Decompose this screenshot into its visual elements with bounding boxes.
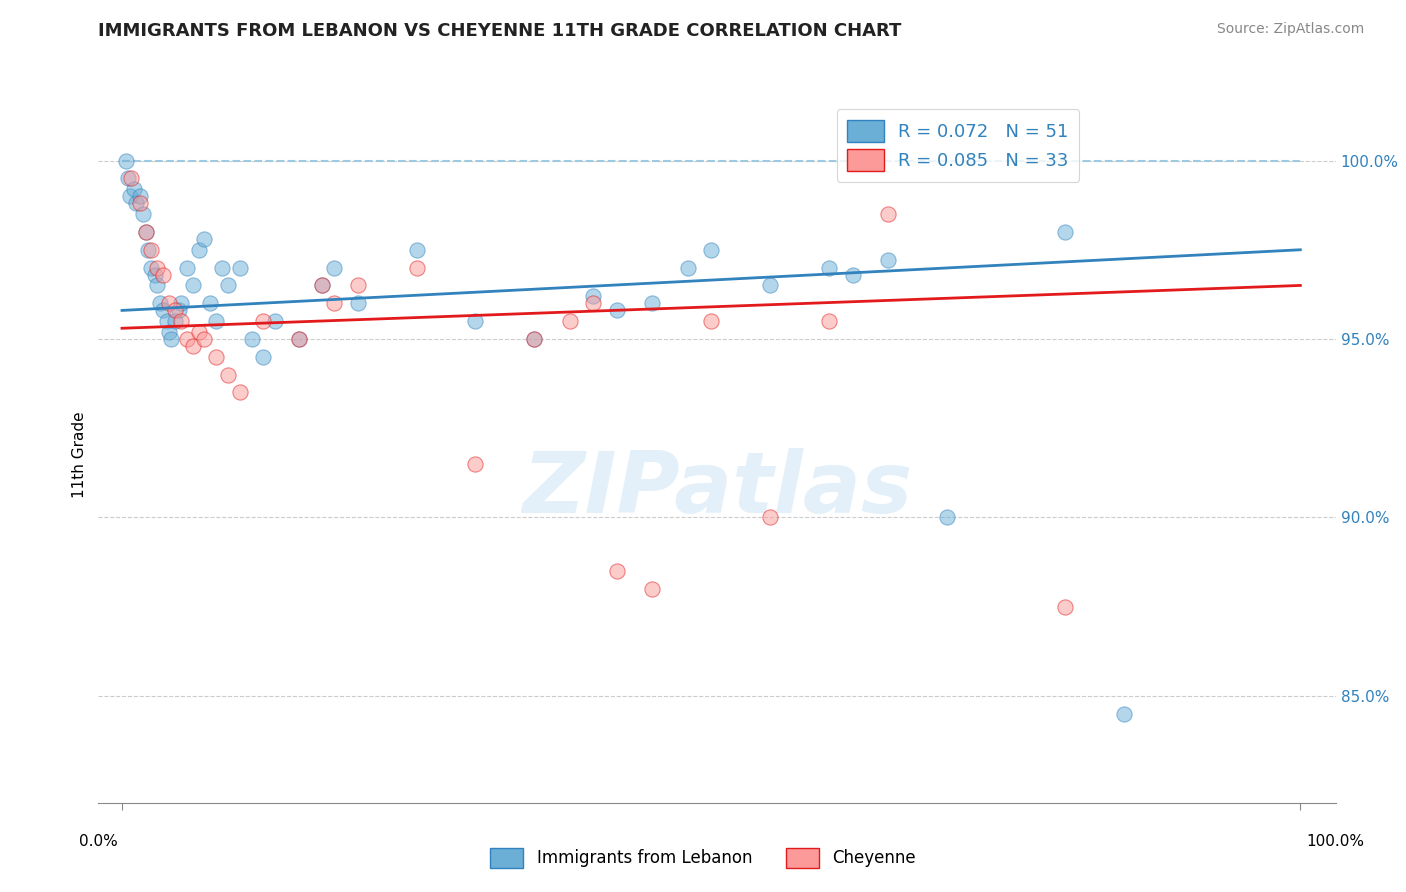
Point bbox=[229, 385, 252, 400]
Point bbox=[120, 189, 142, 203]
Point bbox=[149, 296, 172, 310]
Point bbox=[193, 332, 215, 346]
Point bbox=[187, 325, 209, 339]
Point bbox=[163, 303, 186, 318]
Text: 0.0%: 0.0% bbox=[79, 834, 118, 849]
Point bbox=[346, 296, 368, 310]
Point bbox=[141, 243, 163, 257]
Point bbox=[252, 314, 274, 328]
Point bbox=[160, 332, 183, 346]
Point bbox=[141, 260, 163, 275]
Point bbox=[606, 564, 628, 578]
Point bbox=[167, 303, 190, 318]
Point bbox=[1112, 706, 1135, 721]
Point bbox=[152, 268, 174, 282]
Point bbox=[136, 243, 159, 257]
Text: IMMIGRANTS FROM LEBANON VS CHEYENNE 11TH GRADE CORRELATION CHART: IMMIGRANTS FROM LEBANON VS CHEYENNE 11TH… bbox=[98, 22, 901, 40]
Point bbox=[132, 207, 155, 221]
Point bbox=[264, 314, 287, 328]
Point bbox=[200, 296, 222, 310]
Point bbox=[217, 278, 239, 293]
Point bbox=[641, 582, 664, 596]
Point bbox=[146, 278, 169, 293]
Point bbox=[464, 314, 486, 328]
Point bbox=[176, 332, 198, 346]
Point bbox=[125, 196, 148, 211]
Point bbox=[156, 314, 179, 328]
Point bbox=[205, 314, 228, 328]
Point bbox=[405, 260, 427, 275]
Point bbox=[346, 278, 368, 293]
Point bbox=[135, 225, 157, 239]
Point bbox=[877, 253, 900, 268]
Point bbox=[181, 278, 204, 293]
Y-axis label: 11th Grade: 11th Grade bbox=[72, 411, 87, 499]
Point bbox=[143, 268, 166, 282]
Point bbox=[135, 225, 157, 239]
Point bbox=[152, 303, 174, 318]
Point bbox=[818, 260, 841, 275]
Point bbox=[146, 260, 169, 275]
Point bbox=[641, 296, 664, 310]
Point bbox=[170, 296, 193, 310]
Point bbox=[606, 303, 628, 318]
Point bbox=[1053, 225, 1076, 239]
Point bbox=[841, 268, 863, 282]
Text: Source: ZipAtlas.com: Source: ZipAtlas.com bbox=[1216, 22, 1364, 37]
Legend: Immigrants from Lebanon, Cheyenne: Immigrants from Lebanon, Cheyenne bbox=[484, 841, 922, 875]
Point bbox=[122, 182, 145, 196]
Legend: R = 0.072   N = 51, R = 0.085   N = 33: R = 0.072 N = 51, R = 0.085 N = 33 bbox=[837, 109, 1080, 182]
Point bbox=[211, 260, 233, 275]
Point bbox=[676, 260, 699, 275]
Point bbox=[323, 260, 346, 275]
Point bbox=[229, 260, 252, 275]
Point bbox=[935, 510, 957, 524]
Point bbox=[193, 232, 215, 246]
Text: ZIPatlas: ZIPatlas bbox=[522, 448, 912, 532]
Point bbox=[877, 207, 900, 221]
Point bbox=[120, 171, 142, 186]
Point bbox=[582, 289, 605, 303]
Point bbox=[181, 339, 204, 353]
Point bbox=[523, 332, 546, 346]
Point bbox=[157, 296, 180, 310]
Point bbox=[128, 189, 150, 203]
Point bbox=[176, 260, 198, 275]
Point bbox=[170, 314, 193, 328]
Point bbox=[759, 278, 782, 293]
Point bbox=[287, 332, 309, 346]
Point bbox=[128, 196, 150, 211]
Point bbox=[205, 350, 228, 364]
Point bbox=[163, 314, 186, 328]
Point bbox=[818, 314, 841, 328]
Point bbox=[252, 350, 274, 364]
Point bbox=[114, 153, 136, 168]
Point bbox=[523, 332, 546, 346]
Point bbox=[117, 171, 139, 186]
Point bbox=[558, 314, 581, 328]
Text: 100.0%: 100.0% bbox=[1306, 834, 1365, 849]
Point bbox=[405, 243, 427, 257]
Point bbox=[700, 243, 723, 257]
Point bbox=[582, 296, 605, 310]
Point bbox=[311, 278, 333, 293]
Point bbox=[323, 296, 346, 310]
Point bbox=[311, 278, 333, 293]
Point bbox=[217, 368, 239, 382]
Point bbox=[157, 325, 180, 339]
Point bbox=[1053, 599, 1076, 614]
Point bbox=[240, 332, 263, 346]
Point bbox=[287, 332, 309, 346]
Point bbox=[759, 510, 782, 524]
Point bbox=[700, 314, 723, 328]
Point bbox=[464, 457, 486, 471]
Point bbox=[187, 243, 209, 257]
